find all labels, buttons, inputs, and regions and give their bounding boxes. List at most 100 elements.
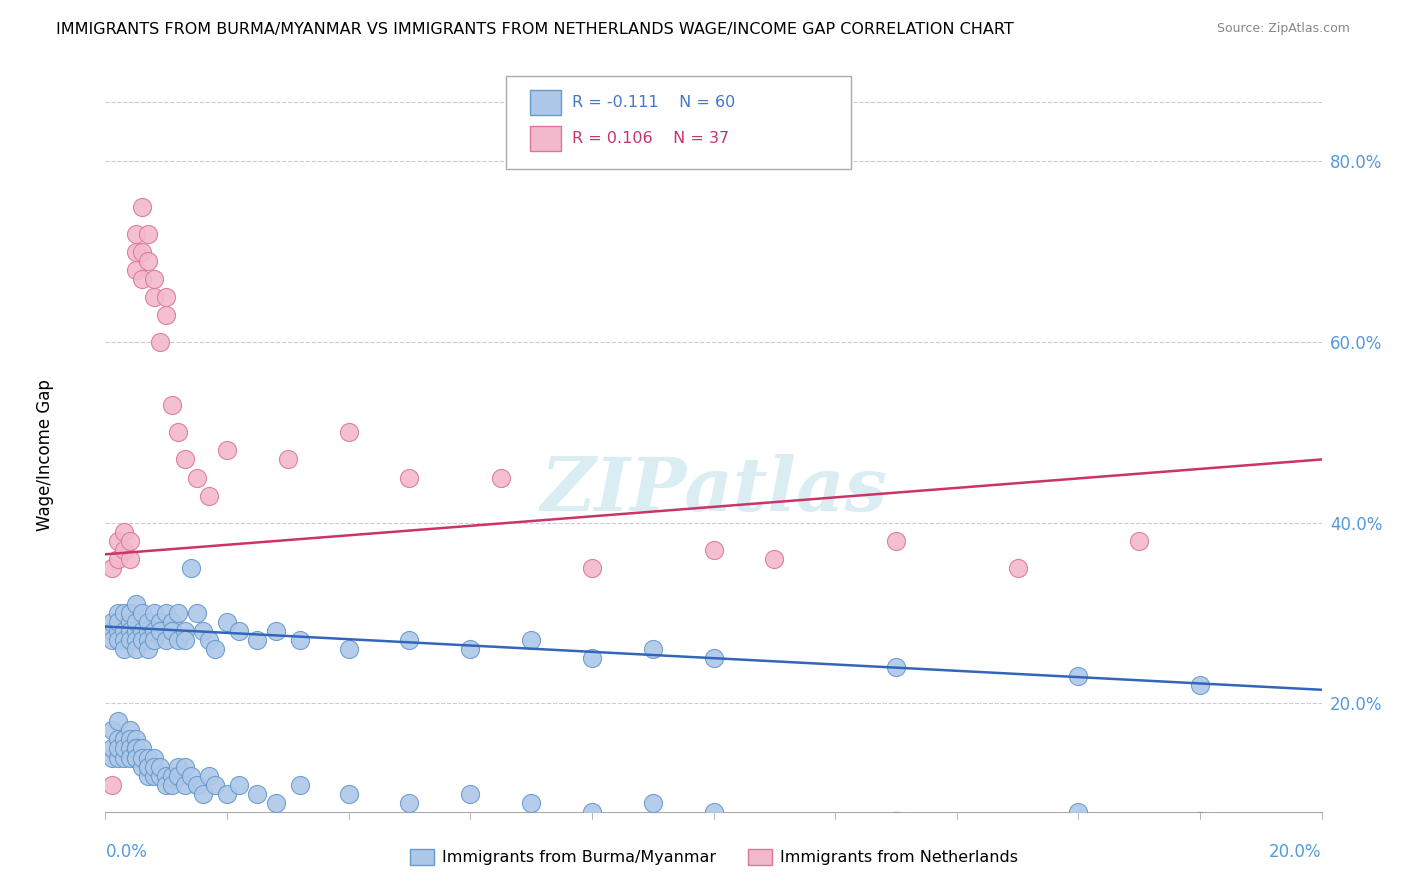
Point [136, 759, 159, 773]
Point [149, 768, 172, 782]
Point [136, 750, 159, 764]
Point [136, 615, 159, 629]
Point [136, 227, 159, 241]
Point [162, 615, 184, 629]
Point [107, 750, 129, 764]
Point [581, 805, 603, 819]
Point [131, 606, 153, 620]
Point [180, 561, 202, 575]
Point [155, 778, 177, 792]
Point [204, 642, 226, 657]
Text: 20.0%: 20.0% [1270, 843, 1322, 862]
Point [143, 606, 166, 620]
Point [264, 796, 287, 810]
Point [173, 624, 195, 638]
Point [167, 425, 190, 440]
Point [118, 741, 141, 756]
Point [100, 723, 122, 738]
Point [131, 624, 153, 638]
Point [198, 633, 221, 648]
Point [112, 633, 135, 648]
Point [149, 615, 172, 629]
Point [167, 606, 190, 620]
Point [100, 750, 122, 764]
Point [186, 778, 208, 792]
Point [162, 624, 184, 638]
Point [520, 633, 543, 648]
Point [131, 272, 153, 286]
Point [125, 633, 148, 648]
Point [131, 750, 153, 764]
Point [112, 624, 135, 638]
Point [155, 606, 177, 620]
Point [125, 732, 148, 747]
Point [112, 732, 135, 747]
Point [884, 533, 907, 548]
Point [702, 651, 725, 665]
Point [458, 787, 481, 801]
Point [162, 778, 184, 792]
Point [1128, 533, 1150, 548]
Point [107, 624, 129, 638]
Point [198, 768, 221, 782]
Point [112, 750, 135, 764]
Point [136, 759, 159, 773]
Point [489, 470, 512, 484]
Point [125, 597, 148, 611]
Point [100, 633, 122, 648]
Point [1067, 669, 1090, 683]
Point [186, 606, 208, 620]
Point [125, 741, 148, 756]
Point [107, 606, 129, 620]
Point [100, 615, 122, 629]
Point [149, 624, 172, 638]
Point [277, 452, 299, 467]
Point [581, 561, 603, 575]
Point [884, 660, 907, 674]
Point [337, 425, 360, 440]
Point [884, 814, 907, 828]
Point [173, 633, 195, 648]
Point [125, 624, 148, 638]
Point [149, 759, 172, 773]
Point [143, 624, 166, 638]
Point [288, 633, 311, 648]
Point [155, 768, 177, 782]
Text: ZIPatlas: ZIPatlas [540, 454, 887, 527]
Point [125, 642, 148, 657]
Point [162, 768, 184, 782]
Point [198, 489, 221, 503]
Point [118, 624, 141, 638]
Point [264, 624, 287, 638]
Point [125, 615, 148, 629]
Point [112, 524, 135, 539]
Point [100, 778, 122, 792]
Point [112, 642, 135, 657]
Point [398, 633, 420, 648]
Point [125, 750, 148, 764]
Point [118, 551, 141, 566]
Point [228, 624, 250, 638]
Point [288, 778, 311, 792]
Point [149, 334, 172, 349]
Point [337, 642, 360, 657]
Point [167, 759, 190, 773]
Point [162, 398, 184, 412]
Text: R = -0.111    N = 60: R = -0.111 N = 60 [572, 95, 735, 110]
Point [125, 262, 148, 277]
Point [112, 732, 135, 747]
Point [107, 714, 129, 729]
Point [246, 787, 269, 801]
Point [186, 470, 208, 484]
Point [1067, 805, 1090, 819]
Point [136, 642, 159, 657]
Text: IMMIGRANTS FROM BURMA/MYANMAR VS IMMIGRANTS FROM NETHERLANDS WAGE/INCOME GAP COR: IMMIGRANTS FROM BURMA/MYANMAR VS IMMIGRA… [56, 22, 1014, 37]
Point [217, 615, 239, 629]
Point [1188, 814, 1211, 828]
Point [107, 533, 129, 548]
Point [458, 642, 481, 657]
Point [1007, 561, 1029, 575]
Point [136, 253, 159, 268]
Point [641, 796, 664, 810]
Point [131, 741, 153, 756]
